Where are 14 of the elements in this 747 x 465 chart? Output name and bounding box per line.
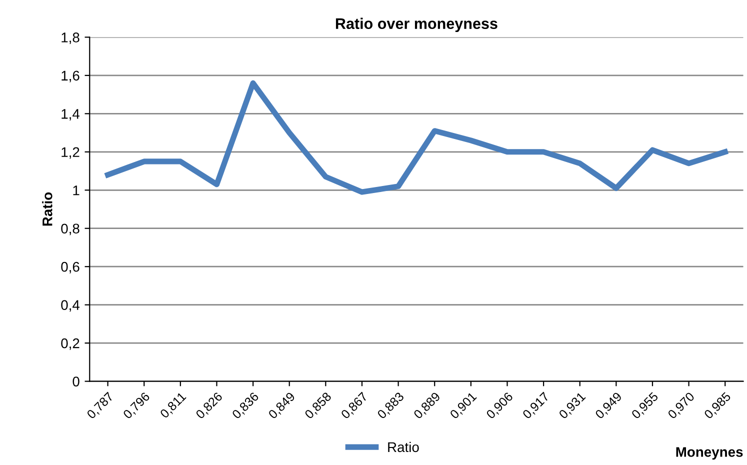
y-tick-label: 0,8 [61,224,80,236]
y-tick-label: 1,2 [62,147,80,159]
y-tick-label: 1,8 [62,32,80,44]
y-axis-title: Ratio [42,192,52,226]
y-tick-label: 0,4 [61,300,80,312]
y-tick-label: 1,4 [62,109,80,120]
legend-label: Ratio [388,442,419,452]
chart-title: Ratio over moneyness [336,18,498,32]
x-axis-title: Moneynes [676,447,743,460]
y-tick-label: 0,2 [61,338,80,350]
y-tick-label: 0 [72,376,80,386]
y-tick-label: 1,6 [62,70,80,82]
y-tick-label: 1 [73,186,80,196]
y-tick-label: 0,6 [61,262,80,274]
